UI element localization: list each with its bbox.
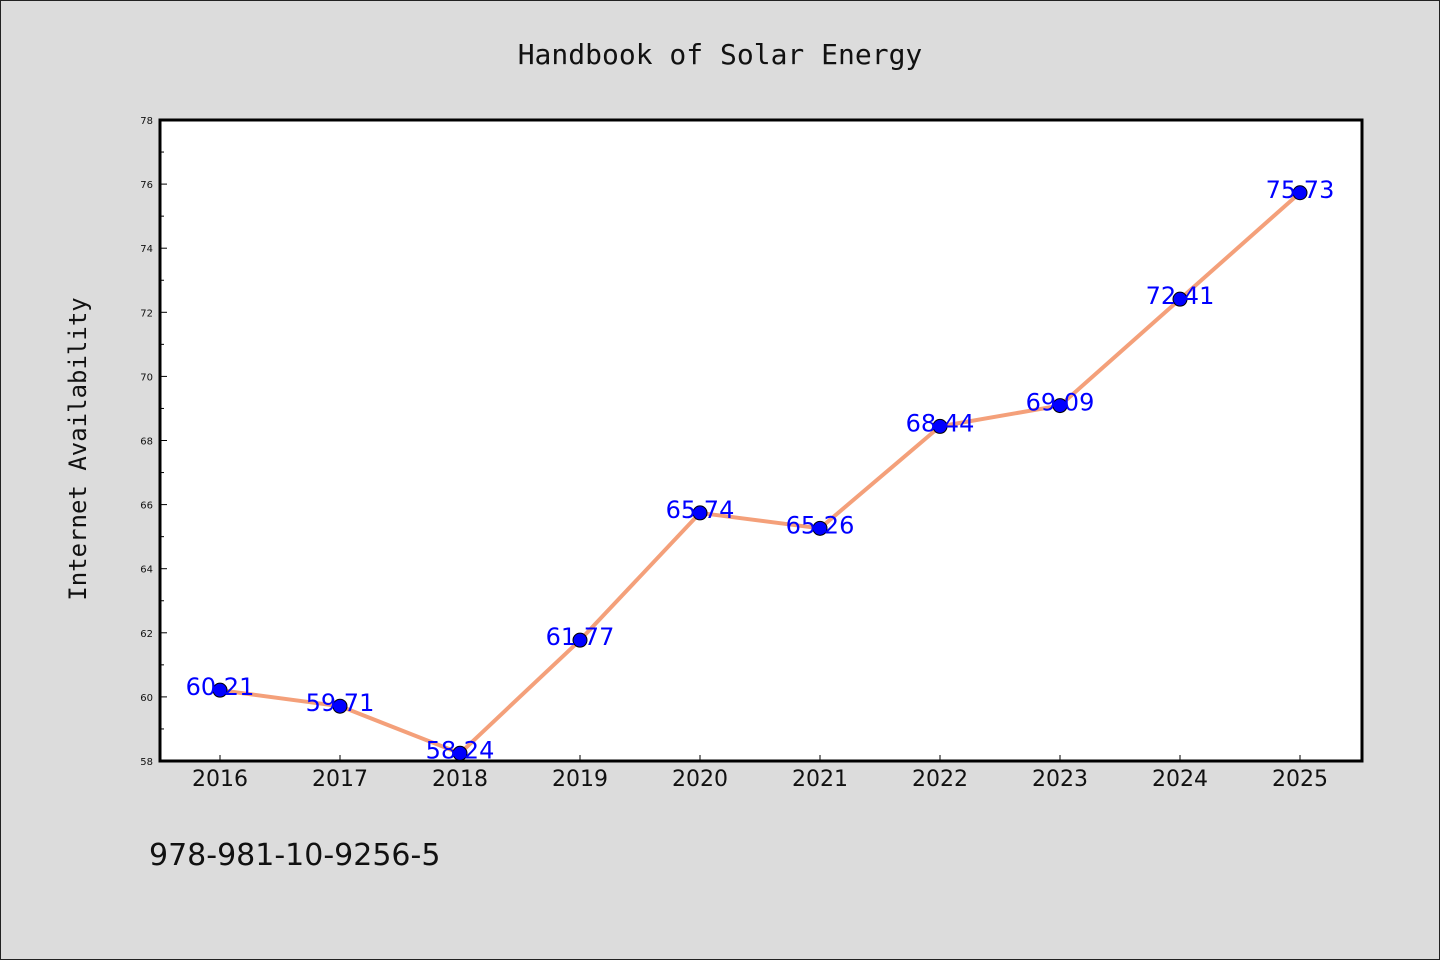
x-tick-label: 2016 — [192, 767, 248, 792]
series-line — [218, 190, 1302, 756]
data-label: 59.71 — [306, 689, 375, 717]
y-tick-label: 72 — [140, 308, 153, 319]
series-line-group — [212, 185, 1308, 761]
data-point — [1172, 291, 1188, 307]
data-label: 69.09 — [1026, 389, 1095, 417]
y-axis-label: Internet Availability — [64, 297, 92, 600]
data-point — [332, 698, 348, 714]
data-label: 60.21 — [186, 673, 255, 701]
x-tick-label: 2018 — [432, 767, 488, 792]
data-label: 75.73 — [1266, 176, 1335, 204]
data-label: 65.74 — [666, 496, 735, 524]
x-tick-label: 2022 — [912, 767, 968, 792]
y-tick-label: 74 — [140, 244, 153, 255]
data-label: 58.24 — [426, 736, 495, 764]
data-point — [812, 520, 828, 536]
data-point — [932, 418, 948, 434]
x-tick-label: 2019 — [552, 767, 608, 792]
data-label: 65.26 — [786, 511, 855, 539]
x-tick-label: 2020 — [672, 767, 728, 792]
data-label: 68.44 — [906, 409, 975, 437]
plot-area — [158, 118, 1364, 763]
x-tick-label: 2017 — [312, 767, 368, 792]
y-tick-label: 64 — [140, 565, 153, 576]
y-tick-label: 70 — [140, 372, 153, 383]
y-tick-label: 66 — [140, 501, 153, 512]
data-point — [452, 745, 468, 761]
data-point — [692, 505, 708, 521]
y-tick-label: 78 — [140, 116, 153, 127]
y-axis: 58 60 62 64 66 68 70 72 74 76 78 — [140, 116, 167, 768]
data-point — [572, 632, 588, 648]
x-tick-label: 2021 — [792, 767, 848, 792]
y-tick-label: 60 — [140, 693, 153, 704]
data-labels-group: 60.21 59.71 58.24 61.77 65.74 65.26 68.44 69.09… — [186, 176, 1335, 765]
chart-title: Handbook of Solar Energy — [518, 38, 923, 71]
x-tick-label: 2025 — [1272, 767, 1328, 792]
y-tick-label: 68 — [140, 437, 153, 448]
y-tick-label: 62 — [140, 629, 153, 640]
x-axis: 2016 2017 2018 2019 2020 2021 2022 2023 2024 2025 — [192, 755, 1328, 792]
y-tick-label: 58 — [140, 757, 153, 768]
data-point — [1292, 185, 1308, 201]
isbn-footer: 978-981-10-9256-5 — [149, 838, 440, 873]
x-tick-label: 2023 — [1032, 767, 1088, 792]
x-tick-label: 2024 — [1152, 767, 1208, 792]
data-point — [212, 682, 228, 698]
data-label: 61.77 — [546, 623, 615, 651]
data-point — [1052, 398, 1068, 414]
y-tick-label: 76 — [140, 180, 153, 191]
data-label: 72.41 — [1146, 282, 1215, 310]
